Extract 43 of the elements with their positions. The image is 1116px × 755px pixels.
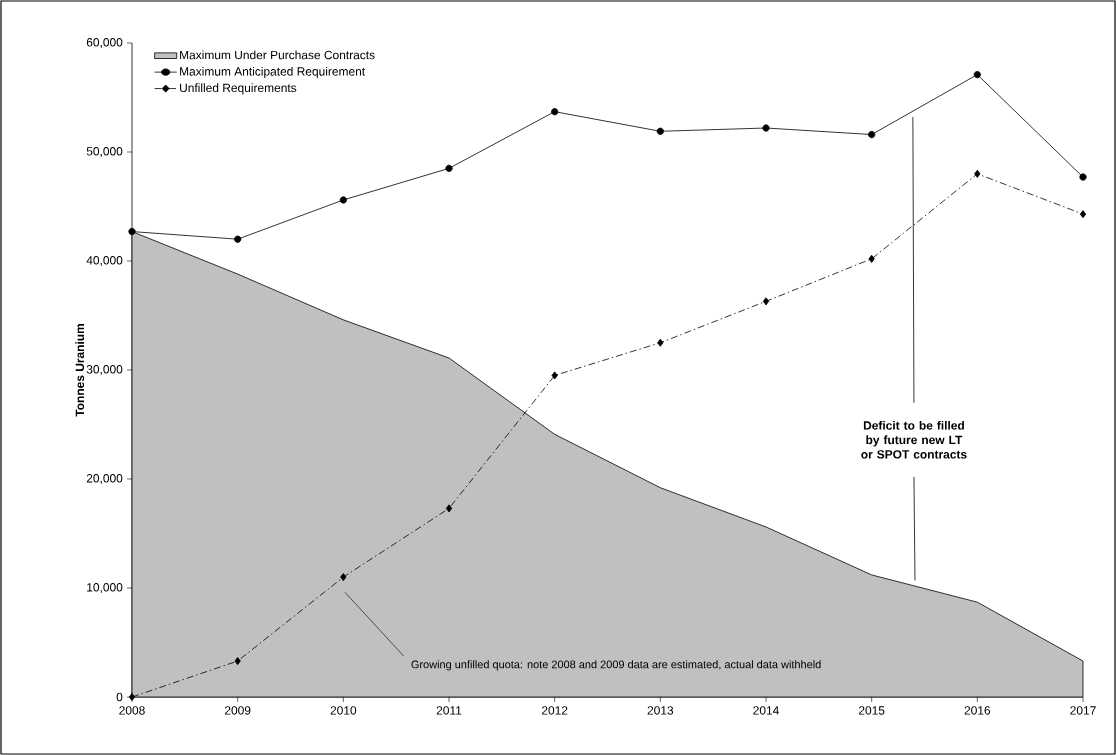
x-tick-label: 2017 — [1070, 706, 1096, 715]
point — [1079, 173, 1087, 181]
y-tick-label: 60,000 — [86, 38, 123, 48]
point — [656, 127, 664, 135]
x-tick-label: 2016 — [964, 706, 991, 715]
point — [868, 130, 876, 139]
x-tick-label: 2011 — [436, 706, 462, 715]
y-axis-title: Tonnes Uranium — [75, 324, 85, 417]
y-tick-label: 50,000 — [86, 147, 123, 157]
point — [340, 573, 347, 582]
point — [128, 227, 136, 236]
point — [128, 693, 136, 701]
annotation: Growing unfilled quota: note 2008 and 2009 data are estimated, actual data withheld — [411, 660, 821, 671]
annotation: Deficit to be filled by future new LT or SPOT contracts — [861, 420, 967, 459]
y-tick-label: 0 — [116, 692, 123, 702]
x-tick-label: 2014 — [753, 706, 779, 715]
point — [234, 235, 242, 243]
point — [551, 371, 558, 380]
x-tick-label: 2012 — [541, 706, 568, 715]
legend-label: Maximum Anticipated Requirement — [180, 66, 366, 79]
y-tick-label: 30,000 — [86, 365, 123, 375]
x-tick-label: 2013 — [647, 706, 674, 715]
y-tick-label: 10,000 — [87, 583, 123, 593]
point — [234, 657, 241, 666]
point — [973, 71, 981, 79]
point — [1079, 210, 1087, 219]
point — [445, 504, 453, 513]
point — [762, 124, 770, 132]
point — [868, 254, 875, 263]
y-tick-label: 20,000 — [86, 474, 123, 484]
point — [339, 196, 347, 204]
point — [974, 169, 981, 178]
x-tick-label: 2015 — [858, 706, 885, 715]
point — [445, 164, 453, 172]
y-tick-label: 40,000 — [86, 256, 123, 266]
x-tick-label: 2009 — [224, 706, 251, 715]
x-tick-label: 2008 — [119, 706, 145, 715]
legend-label: Unfilled Requirements — [180, 83, 297, 95]
legend-label: Maximum Under Purchase Contracts — [180, 50, 375, 60]
point — [551, 108, 559, 116]
x-tick-label: 2010 — [330, 706, 357, 715]
point — [762, 297, 770, 306]
point — [657, 338, 664, 347]
